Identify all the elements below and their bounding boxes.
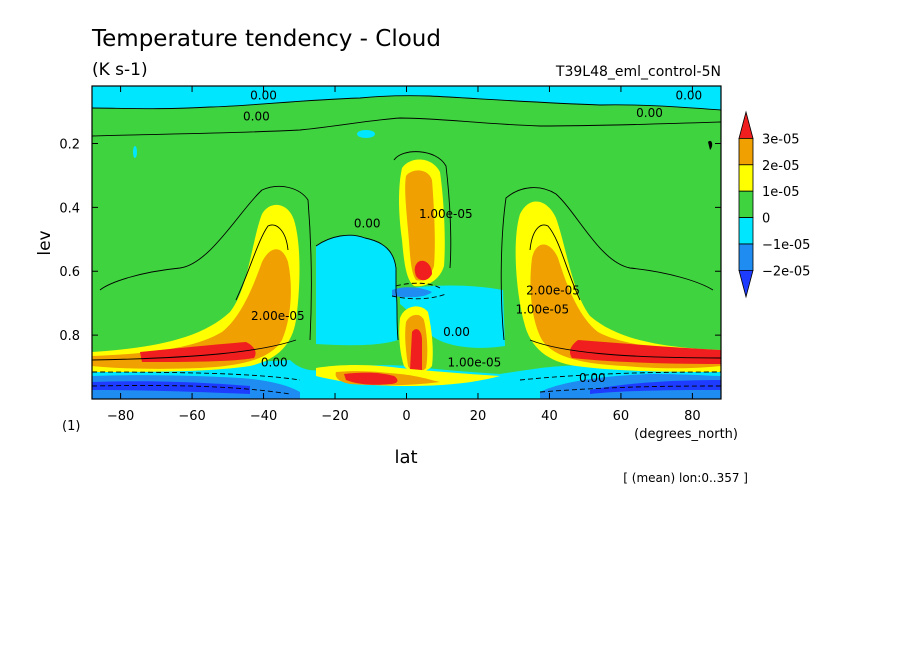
x-tick-label: 80 xyxy=(684,409,701,424)
colorbar-box xyxy=(738,164,754,192)
contour-right-inner xyxy=(529,224,581,301)
contour-label: 0.00 xyxy=(675,89,702,103)
edge-marker xyxy=(708,140,713,150)
experiment-label: T39L48_eml_control-5N xyxy=(555,64,721,80)
patch-small-2 xyxy=(133,146,137,158)
surface-deep-right xyxy=(590,380,721,394)
contour-lines xyxy=(92,95,721,361)
contour-label: 0.00 xyxy=(579,371,606,385)
y-tick-label: 0.8 xyxy=(59,329,80,344)
contour-right-outer xyxy=(500,187,714,341)
contour-upper-2 xyxy=(92,117,721,137)
colorbar-box xyxy=(738,190,754,218)
contour-label: 0.00 xyxy=(354,216,381,230)
neg-contour-6 xyxy=(391,293,447,300)
contour-zero-upper xyxy=(92,95,721,111)
contour-label: 1.00e-05 xyxy=(515,303,569,317)
contour-left-outer xyxy=(99,186,312,341)
neg-contour-4 xyxy=(539,385,721,393)
contour-label: 2.00e-05 xyxy=(526,283,580,297)
x-tick-label: −20 xyxy=(321,409,348,424)
contour-field xyxy=(92,86,721,399)
colorbar-level-label: −2e-05 xyxy=(762,264,810,279)
contour-label: 0.00 xyxy=(443,325,470,339)
colorbar-box xyxy=(738,137,754,166)
x-tick-label: −60 xyxy=(178,409,205,424)
contour-center-zero xyxy=(315,234,399,341)
center-lower-red xyxy=(410,329,422,375)
x-axis-unit: (degrees_north) xyxy=(634,427,738,442)
left-red-region xyxy=(140,342,256,362)
contour-label: 2.00e-05 xyxy=(251,309,305,323)
colorbar-level-label: −1e-05 xyxy=(762,238,810,253)
y-axis-title: lev xyxy=(35,230,55,255)
x-tick-label: −80 xyxy=(107,409,134,424)
x-tick-label: 20 xyxy=(470,409,487,424)
central-negative-region-left xyxy=(316,235,398,346)
x-tick-label: 0 xyxy=(402,409,410,424)
surface-center-red xyxy=(344,372,398,385)
y-tick-label: 0.2 xyxy=(59,137,80,152)
patch-small-1 xyxy=(357,130,375,138)
central-strong-negative xyxy=(392,287,432,298)
colorbar-level-label: 2e-05 xyxy=(762,159,800,174)
contour-label: 0.00 xyxy=(636,106,663,120)
contour-label: 0.00 xyxy=(261,355,288,369)
left-orange-region xyxy=(92,249,291,369)
units-label: (K s-1) xyxy=(92,60,148,80)
y-tick-label: 0.4 xyxy=(59,201,80,216)
neg-contour-1 xyxy=(92,371,301,381)
contour-label: 0.00 xyxy=(243,109,270,123)
colorbar: 3e-05 2e-05 1e-05 0 −1e-05 −2e-05 xyxy=(738,110,810,299)
neg-contour-2 xyxy=(92,385,291,395)
neg-contour-3 xyxy=(519,371,721,381)
axis-layer: −80 −60 −40 −20 0 20 40 60 80 0.2 0.4 0.6 0.8 xyxy=(59,86,721,424)
colorbar-box xyxy=(738,217,754,245)
right-orange-region xyxy=(530,244,721,369)
contour-right-low xyxy=(529,339,721,359)
contour-left-inner xyxy=(235,224,289,301)
contour-label: 0.00 xyxy=(250,89,277,103)
contour-label-layer: 0.00 0.00 0.00 0.00 0.00 1.00e-05 2.00e-05 1.00… xyxy=(243,89,702,386)
colorbar-bottom-arrow xyxy=(738,270,754,299)
contour-center-top xyxy=(393,151,452,269)
colorbar-level-label: 1e-05 xyxy=(762,185,800,200)
contour-left-low xyxy=(92,339,297,361)
chart-title: Temperature tendency - Cloud xyxy=(91,26,441,52)
colorbar-box xyxy=(738,243,754,271)
x-tick-label: 40 xyxy=(541,409,558,424)
neg-contour-5 xyxy=(395,282,441,289)
x-axis-title: lat xyxy=(394,447,417,468)
colorbar-top-arrow xyxy=(738,110,754,139)
colorbar-level-label: 0 xyxy=(762,212,770,227)
panel-index: (1) xyxy=(62,419,80,434)
x-tick-label: 60 xyxy=(613,409,630,424)
contour-label: 1.00e-05 xyxy=(419,207,473,221)
x-tick-label: −40 xyxy=(250,409,277,424)
center-upper-orange xyxy=(405,170,435,281)
surface-deep-left xyxy=(92,381,250,394)
negative-contour-lines xyxy=(92,282,721,395)
colorbar-level-label: 3e-05 xyxy=(762,132,800,147)
center-upper-red xyxy=(414,260,432,281)
contour-label: 1.00e-05 xyxy=(448,355,502,369)
y-tick-label: 0.6 xyxy=(59,265,80,280)
central-negative-region-right xyxy=(400,285,505,348)
mean-note: [ (mean) lon:0..357 ] xyxy=(623,471,748,485)
upper-negative-region xyxy=(92,86,721,110)
